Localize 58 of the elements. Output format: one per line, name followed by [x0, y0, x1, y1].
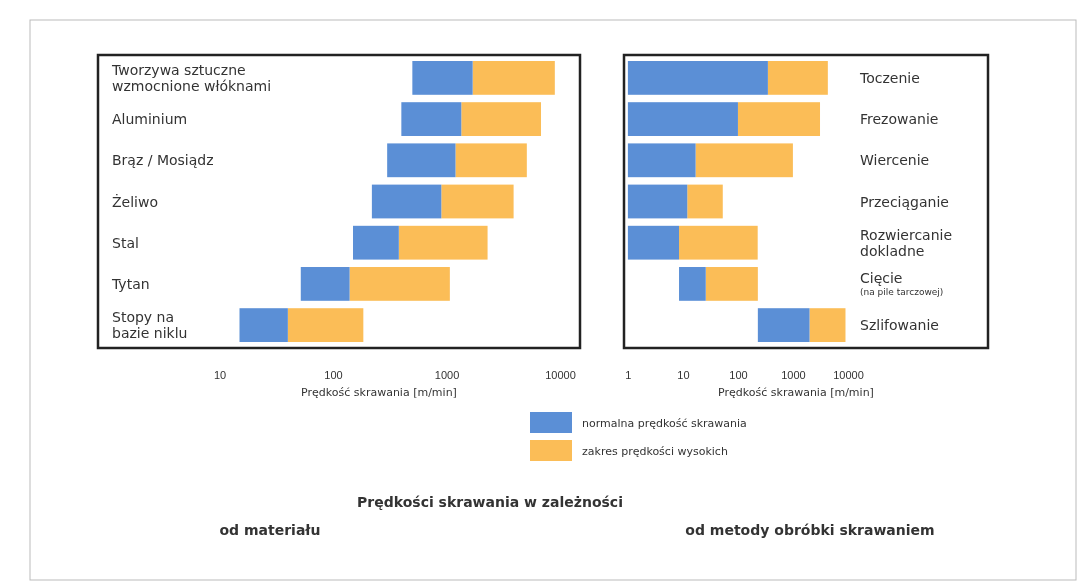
- y-tick-label: Szlifowanie: [860, 317, 939, 334]
- bar: [239, 308, 288, 342]
- bar: [472, 61, 555, 95]
- x-tick-label: 100: [729, 368, 748, 381]
- bar: [627, 225, 680, 260]
- bar: [627, 143, 696, 178]
- bar: [757, 308, 810, 342]
- bar: [287, 308, 364, 342]
- y-tick-label: Wiercenie: [860, 152, 930, 169]
- bar: [353, 225, 399, 260]
- text: od materiału: [219, 522, 321, 538]
- y-tick-label: Żeliwo: [112, 192, 158, 210]
- x-tick-label: 10000: [833, 368, 864, 381]
- y-tick-label: Tytan: [111, 275, 150, 292]
- bar: [412, 61, 473, 95]
- bar: [767, 61, 828, 95]
- bar: [627, 184, 688, 219]
- bar: [455, 143, 527, 178]
- bar: [387, 143, 456, 178]
- x-tick-label: 1: [625, 368, 632, 381]
- y-tick-label: Aluminium: [112, 111, 188, 128]
- bar: [809, 308, 846, 342]
- bar: [737, 102, 821, 136]
- bar: [371, 184, 442, 219]
- y-tick-label: Toczenie: [859, 69, 920, 86]
- bar: [687, 184, 723, 219]
- bar: [300, 267, 350, 301]
- bar: [705, 267, 758, 301]
- y-tick-label: Przeciąganie: [860, 193, 949, 210]
- bar: [627, 61, 768, 95]
- bar: [679, 267, 706, 301]
- x-tick-label: 1000: [781, 368, 806, 381]
- x-tick-label: 100: [324, 368, 343, 381]
- bar: [441, 184, 514, 219]
- bar: [401, 102, 462, 136]
- x-tick-label: 1000: [434, 368, 460, 381]
- x-tick-label: 10: [213, 368, 227, 381]
- x-tick-label: 10000: [545, 368, 576, 381]
- y-tick-label: Frezowanie: [860, 111, 939, 128]
- bar: [695, 143, 793, 178]
- x-tick-label: 10: [677, 368, 690, 381]
- x-axis-title: Prędkość skrawania [m/min]: [301, 386, 457, 399]
- bar: [679, 225, 758, 260]
- legend-label: normalna prędkość skrawania: [582, 417, 747, 430]
- text: Prędkości skrawania w zależności: [357, 494, 623, 510]
- y-tick-label: Tworzywa sztuczne wzmocnione włóknami: [111, 61, 272, 94]
- legend-label: zakres prędkości wysokich: [582, 445, 728, 458]
- y-tick-label: Stopy na bazie niklu: [112, 309, 188, 342]
- bar: [627, 102, 738, 136]
- text: od metody obróbki skrawaniem: [685, 522, 935, 538]
- y-tick-label: Cięcie (na pile tarczowej): [860, 269, 944, 297]
- bar: [398, 225, 488, 260]
- y-tick-label: Stal: [112, 234, 139, 251]
- bar: [349, 267, 450, 301]
- y-tick-label: Brąz / Mosiądz: [112, 152, 214, 169]
- y-tick-label: Rozwiercanie dokladne: [860, 226, 953, 259]
- bar: [461, 102, 541, 136]
- x-axis-title: Prędkość skrawania [m/min]: [718, 386, 874, 399]
